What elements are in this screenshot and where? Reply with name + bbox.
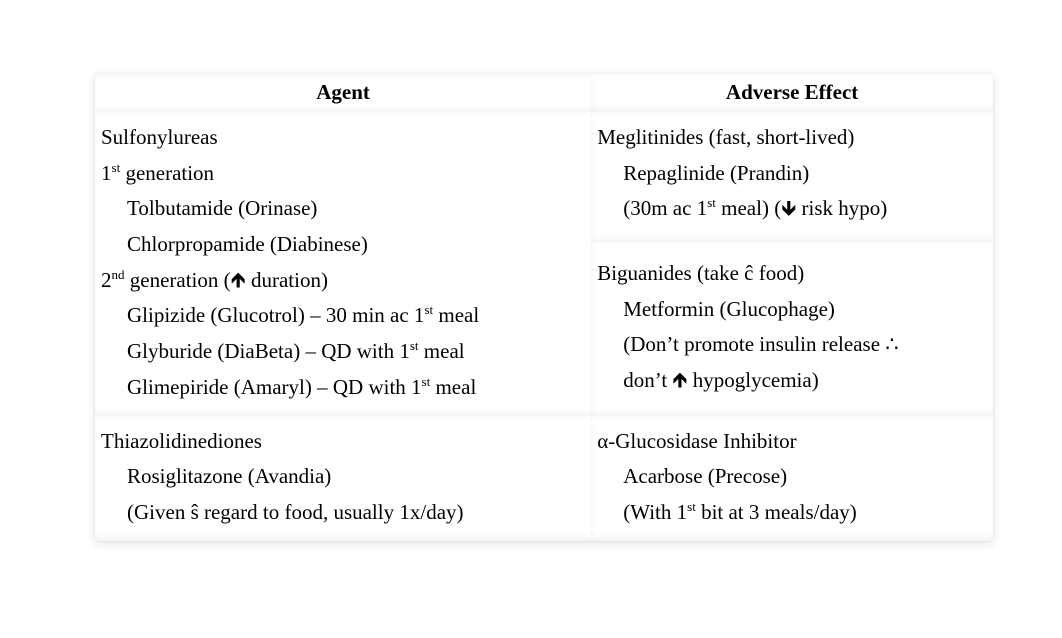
gen1-label: 1st generation — [101, 156, 585, 192]
glimepiride-pre: Glimepiride (Amaryl) – QD with 1 — [127, 375, 422, 399]
meg-note-sup: st — [707, 195, 716, 210]
biguanides-note1: (Don’t promote insulin release ∴ — [597, 327, 987, 363]
drug-table: Agent Adverse Effect Sulfonylureas 1st g… — [95, 74, 993, 541]
chlorpropamide: Chlorpropamide (Diabinese) — [101, 227, 585, 263]
agi-note-pre: (With 1 — [623, 500, 687, 524]
drug-table-container: Agent Adverse Effect Sulfonylureas 1st g… — [95, 74, 993, 541]
sulfonylureas-title: Sulfonylureas — [101, 120, 585, 156]
gen2-sup: nd — [112, 267, 125, 282]
glipizide-sup: st — [424, 302, 433, 317]
meglitinides-title: Meglitinides (fast, short-lived) — [597, 120, 987, 156]
gen1-sup: st — [112, 160, 121, 175]
cell-thiazolidinediones: Thiazolidinediones Rosiglitazone (Avandi… — [95, 416, 591, 541]
cell-meglitinides: Meglitinides (fast, short-lived) Repagli… — [591, 112, 993, 242]
glipizide: Glipizide (Glucotrol) – 30 min ac 1st me… — [101, 298, 585, 334]
repaglinide: Repaglinide (Prandin) — [597, 156, 987, 192]
agi-note-post: bit at 3 meals/day) — [696, 500, 857, 524]
table-row: Thiazolidinediones Rosiglitazone (Avandi… — [95, 416, 993, 541]
biguanides-title: Biguanides (take ĉ food) — [597, 256, 987, 292]
gen2-post: generation (🡹 duration) — [125, 268, 328, 292]
agi-note: (With 1st bit at 3 meals/day) — [597, 495, 987, 531]
glipizide-pre: Glipizide (Glucotrol) – 30 min ac 1 — [127, 303, 424, 327]
meg-note-pre: (30m ac 1 — [623, 196, 707, 220]
tzd-note: (Given ŝ regard to food, usually 1x/day… — [101, 495, 585, 531]
gen2-pre: 2 — [101, 268, 112, 292]
glyburide-pre: Glyburide (DiaBeta) – QD with 1 — [127, 339, 410, 363]
agi-note-sup: st — [687, 499, 696, 514]
rosiglitazone: Rosiglitazone (Avandia) — [101, 459, 585, 495]
cell-biguanides: Biguanides (take ĉ food) Metformin (Glu… — [591, 242, 993, 415]
cell-sulfonylureas: Sulfonylureas 1st generation Tolbutamide… — [95, 112, 591, 416]
biguanides-note2: don’t 🡹 hypoglycemia) — [597, 363, 987, 399]
glyburide: Glyburide (DiaBeta) – QD with 1st meal — [101, 334, 585, 370]
glimepiride-sup: st — [422, 374, 431, 389]
cell-agi: α-Glucosidase Inhibitor Acarbose (Precos… — [591, 416, 993, 541]
meglitinides-note: (30m ac 1st meal) (🡻 risk hypo) — [597, 191, 987, 227]
header-agent: Agent — [95, 74, 591, 112]
table-row: Sulfonylureas 1st generation Tolbutamide… — [95, 112, 993, 242]
glimepiride-post: meal — [430, 375, 476, 399]
gen1-pre: 1 — [101, 161, 112, 185]
table-header-row: Agent Adverse Effect — [95, 74, 993, 112]
glipizide-post: meal — [433, 303, 479, 327]
gen1-post: generation — [120, 161, 214, 185]
glimepiride: Glimepiride (Amaryl) – QD with 1st meal — [101, 370, 585, 406]
gen2-label: 2nd generation (🡹 duration) — [101, 263, 585, 299]
header-adverse: Adverse Effect — [591, 74, 993, 112]
tolbutamide: Tolbutamide (Orinase) — [101, 191, 585, 227]
meg-note-post: meal) (🡻 risk hypo) — [716, 196, 887, 220]
tzd-title: Thiazolidinediones — [101, 424, 585, 460]
metformin: Metformin (Glucophage) — [597, 292, 987, 328]
agi-title: α-Glucosidase Inhibitor — [597, 424, 987, 460]
glyburide-sup: st — [410, 338, 419, 353]
acarbose: Acarbose (Precose) — [597, 459, 987, 495]
glyburide-post: meal — [419, 339, 465, 363]
